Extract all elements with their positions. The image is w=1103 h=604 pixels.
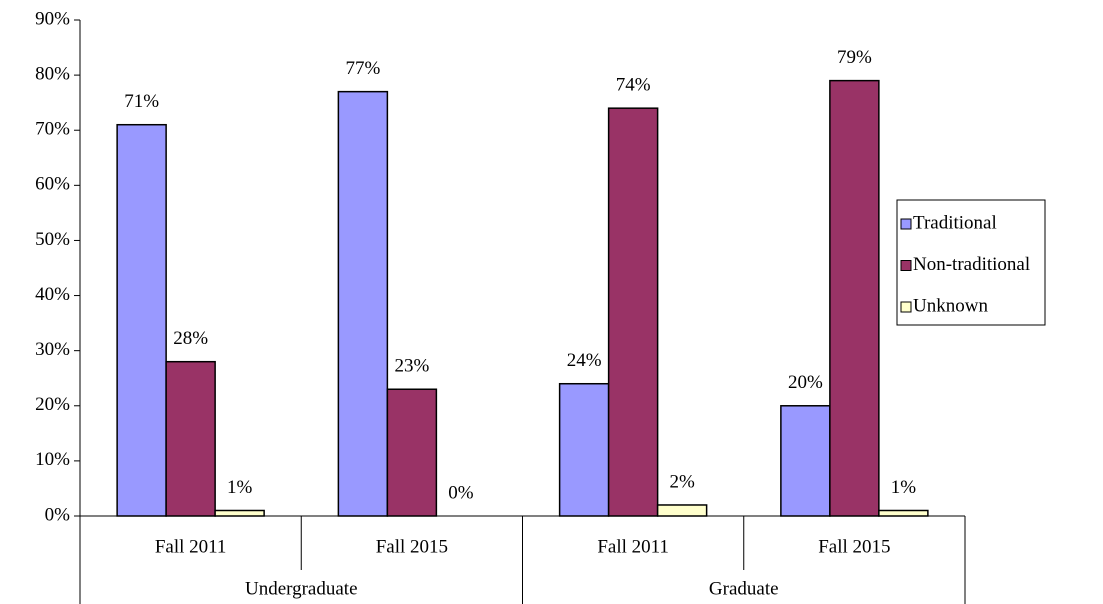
value-label: 28%	[173, 328, 208, 349]
y-tick-label: 40%	[35, 284, 70, 305]
legend-swatch	[900, 260, 912, 271]
bar	[878, 509, 929, 517]
value-label: 2%	[669, 471, 695, 492]
y-tick-label: 10%	[35, 449, 70, 470]
value-label: 23%	[394, 356, 429, 377]
value-label: 71%	[124, 91, 159, 112]
legend-label: Traditional	[913, 212, 997, 233]
bar	[386, 388, 438, 517]
legend-swatch	[900, 301, 912, 313]
value-label: 1%	[891, 477, 917, 498]
x-tick-label: Fall 2011	[155, 536, 227, 557]
x-tick-label: Fall 2015	[376, 536, 448, 557]
y-tick-label: 50%	[35, 229, 70, 250]
y-tick-label: 0%	[45, 504, 71, 525]
y-tick-label: 90%	[35, 8, 70, 29]
bar	[780, 405, 831, 517]
group-label: Graduate	[709, 578, 779, 599]
value-label: 20%	[788, 372, 823, 393]
legend-swatch	[900, 218, 912, 230]
legend-label: Non-traditional	[913, 254, 1030, 275]
x-tick-label: Fall 2011	[597, 536, 669, 557]
value-label: 0%	[448, 482, 474, 503]
bar	[337, 90, 389, 517]
y-tick-label: 70%	[35, 119, 70, 140]
y-tick-label: 20%	[35, 394, 70, 415]
bar	[214, 509, 265, 517]
bar	[116, 123, 167, 517]
bar	[829, 79, 880, 517]
value-label: 1%	[227, 477, 253, 498]
value-label: 24%	[567, 350, 602, 371]
bar	[165, 360, 216, 517]
y-tick-label: 60%	[35, 174, 70, 195]
group-label: Undergraduate	[245, 578, 358, 599]
bar	[558, 382, 610, 517]
bar	[607, 107, 659, 517]
value-label: 79%	[837, 47, 872, 68]
value-label: 74%	[616, 75, 651, 96]
bar	[656, 504, 708, 517]
value-label: 77%	[345, 58, 380, 79]
y-tick-label: 80%	[35, 63, 70, 84]
legend-box	[896, 199, 1046, 326]
y-tick-label: 30%	[35, 339, 70, 360]
x-tick-label: Fall 2015	[818, 536, 890, 557]
legend-label: Unknown	[913, 295, 988, 316]
